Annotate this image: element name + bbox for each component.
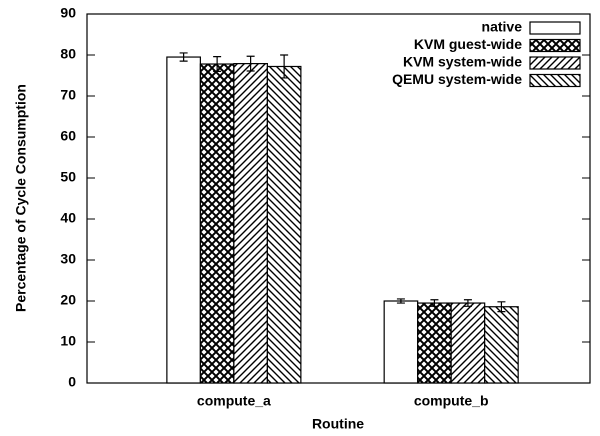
plot-border [86,13,591,384]
legend-label: native [482,19,523,35]
y-tick-label: 0 [68,374,76,390]
legend-swatch [529,73,581,88]
y-tick-label: 80 [60,46,76,62]
y-tick-label: 50 [60,169,76,185]
x-axis-label: Routine [312,416,364,432]
y-tick-label: 30 [60,251,76,267]
y-tick-label: 60 [60,128,76,144]
error-bar [463,299,472,307]
y-axis-label: Percentage of Cycle Consumption [13,84,29,312]
bar [450,302,486,384]
legend-label: KVM guest-wide [414,36,522,52]
legend-label: KVM system-wide [403,54,522,70]
legend-swatch [529,38,581,53]
error-bar [430,299,439,307]
legend-swatch [529,56,581,70]
bar [383,300,419,384]
error-bar [497,301,506,313]
y-tick-label: 90 [60,5,76,21]
error-bar [213,56,222,72]
error-bar [396,298,405,304]
y-tick-label: 10 [60,333,76,349]
legend-swatch [529,21,581,35]
bar [199,63,235,384]
bar [233,63,268,384]
y-tick-label: 20 [60,292,76,308]
error-bar [179,52,188,62]
error-bar [280,54,289,79]
error-bar [246,55,255,72]
bar [484,306,519,384]
legend-label: QEMU system-wide [392,71,522,87]
x-tick-label: compute_a [197,393,271,409]
bar [417,302,452,384]
x-tick-label: compute_b [414,393,489,409]
y-tick-label: 70 [60,87,76,103]
bar [266,65,302,384]
y-tick-label: 40 [60,210,76,226]
bar [166,56,201,384]
